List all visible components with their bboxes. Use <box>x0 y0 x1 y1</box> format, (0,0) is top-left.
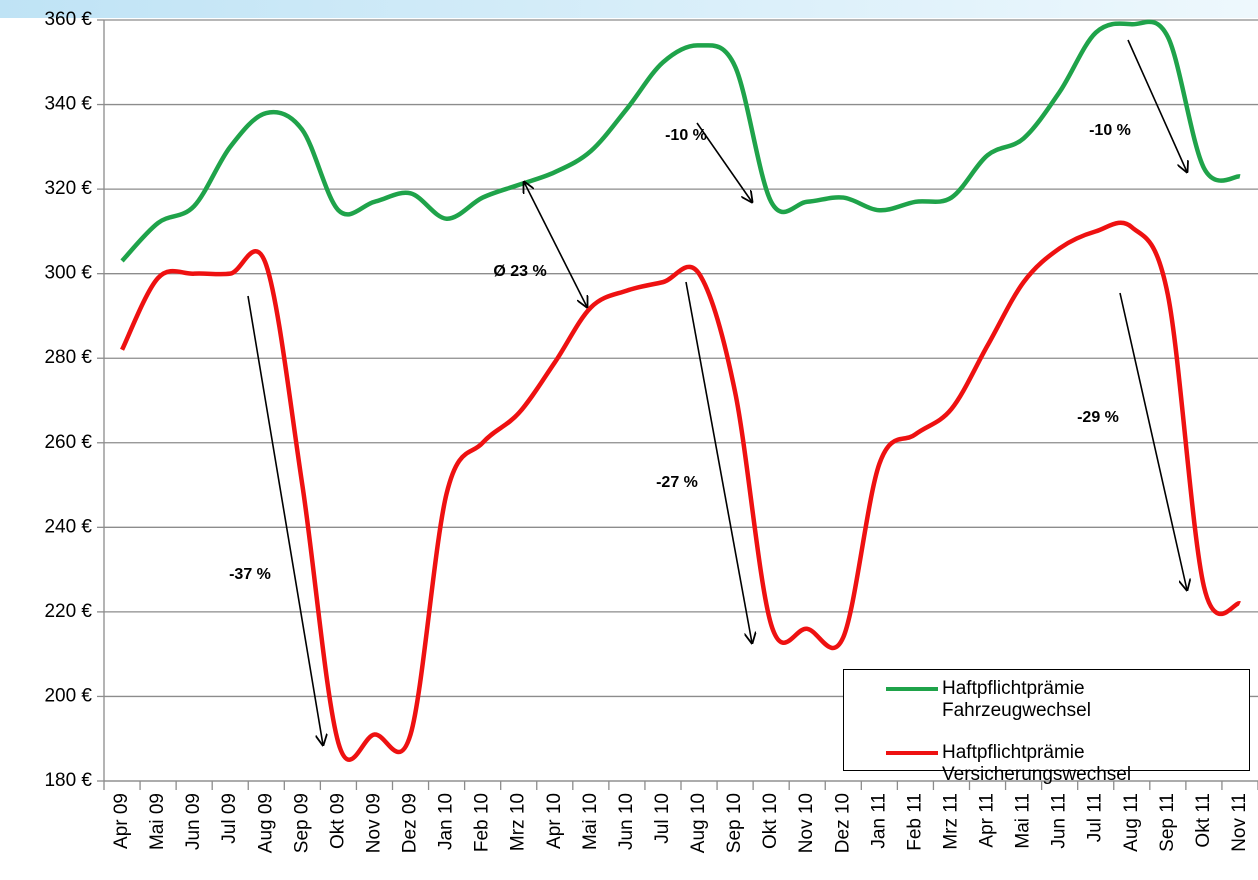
arrow <box>696 122 752 202</box>
arrow <box>1119 292 1187 590</box>
header-band <box>0 0 1258 18</box>
x-tick-label: Okt 10 <box>760 793 781 849</box>
arrow <box>685 281 752 643</box>
x-tick-label: Sep 11 <box>1157 793 1178 852</box>
x-tick-label: Jun 11 <box>1049 793 1070 849</box>
y-tick-label: 200 € <box>44 685 92 706</box>
x-tick-label: Sep 09 <box>291 793 312 853</box>
x-tick-label: Jan 11 <box>868 793 889 849</box>
arrow <box>1127 39 1187 172</box>
x-tick-label: Okt 09 <box>327 793 348 849</box>
x-tick-label: Aug 11 <box>1121 793 1142 852</box>
x-tick-label: Apr 11 <box>977 793 998 848</box>
annotation: -37 % <box>229 566 271 583</box>
x-tick-label: Aug 09 <box>255 793 276 853</box>
x-tick-label: Nov 11 <box>1229 793 1250 852</box>
y-tick-label: 240 € <box>44 516 92 537</box>
x-tick-label: Nov 10 <box>796 793 817 853</box>
x-tick-label: Mrz 10 <box>508 793 529 851</box>
y-tick-label: 280 € <box>44 347 92 368</box>
x-tick-label: Aug 10 <box>688 793 709 853</box>
annotations <box>247 39 1187 745</box>
annotation: -29 % <box>1077 409 1119 426</box>
annotation: Ø 23 % <box>493 263 546 280</box>
x-tick-label: Jul 10 <box>652 793 673 844</box>
annotation: -10 % <box>665 127 707 144</box>
x-tick-label: Mai 10 <box>580 793 601 850</box>
x-tick-label: Jul 09 <box>219 793 240 844</box>
x-tick-label: Jul 11 <box>1085 793 1106 842</box>
annotation: -27 % <box>656 474 698 491</box>
legend: Haftpflichtprämie Fahrzeugwechsel Haftpfl… <box>843 669 1250 785</box>
legend-swatch <box>886 751 938 755</box>
x-tick-label: Apr 10 <box>544 793 565 849</box>
series-line <box>120 19 1241 263</box>
y-tick-label: 300 € <box>44 263 92 284</box>
x-tick-label: Apr 09 <box>111 793 132 849</box>
series-line <box>120 220 1241 762</box>
x-tick-label: Feb 11 <box>904 793 925 851</box>
y-tick-label: 260 € <box>44 432 92 453</box>
x-tick-label: Dez 09 <box>400 793 421 853</box>
x-tick-label: Mai 09 <box>147 793 168 850</box>
x-tick-label: Nov 09 <box>363 793 384 853</box>
x-tick-label: Dez 10 <box>832 793 853 853</box>
x-tick-label: Mai 11 <box>1013 793 1034 849</box>
x-tick-label: Mrz 11 <box>940 793 961 850</box>
x-tick-label: Jun 10 <box>616 793 637 850</box>
y-tick-label: 340 € <box>44 94 92 115</box>
legend-label: Haftpflichtprämie Versicherungswechsel <box>942 742 1132 785</box>
arrow <box>247 295 323 745</box>
x-tick-label: Okt 11 <box>1193 793 1214 848</box>
y-tick-label: 220 € <box>44 601 92 622</box>
x-tick-label: Feb 10 <box>472 793 493 852</box>
x-tick-label: Sep 10 <box>724 793 745 853</box>
annotation: -10 % <box>1089 122 1131 139</box>
legend-swatch <box>886 687 938 691</box>
x-tick-label: Jun 09 <box>183 793 204 850</box>
legend-label: Haftpflichtprämie Fahrzeugwechsel <box>942 678 1091 721</box>
arrow <box>524 182 587 307</box>
y-tick-label: 320 € <box>44 178 92 199</box>
x-tick-label: Jan 10 <box>436 793 457 850</box>
y-tick-label: 180 € <box>44 770 92 791</box>
y-tick-label: 360 € <box>44 9 92 30</box>
